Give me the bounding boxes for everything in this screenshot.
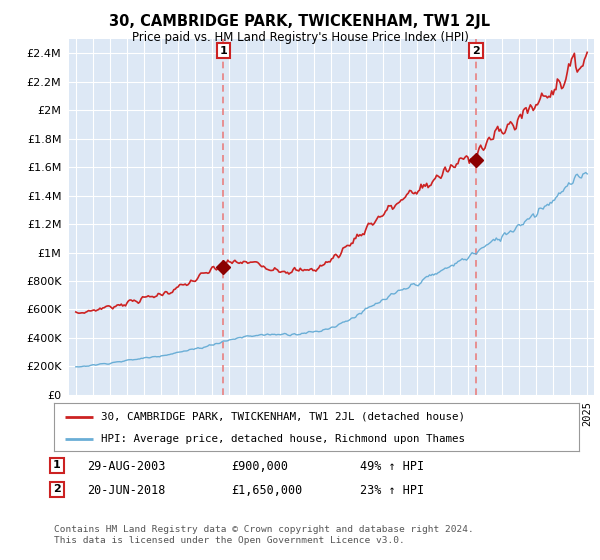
Text: 1: 1	[53, 460, 61, 470]
Text: HPI: Average price, detached house, Richmond upon Thames: HPI: Average price, detached house, Rich…	[101, 434, 465, 444]
Text: 30, CAMBRIDGE PARK, TWICKENHAM, TW1 2JL: 30, CAMBRIDGE PARK, TWICKENHAM, TW1 2JL	[109, 14, 491, 29]
Text: £1,650,000: £1,650,000	[231, 484, 302, 497]
Text: 29-AUG-2003: 29-AUG-2003	[87, 460, 166, 473]
Text: 23% ↑ HPI: 23% ↑ HPI	[360, 484, 424, 497]
Text: Price paid vs. HM Land Registry's House Price Index (HPI): Price paid vs. HM Land Registry's House …	[131, 31, 469, 44]
Text: 49% ↑ HPI: 49% ↑ HPI	[360, 460, 424, 473]
Text: 1: 1	[220, 45, 227, 55]
Text: 2: 2	[53, 484, 61, 494]
Text: 2: 2	[472, 45, 480, 55]
Text: 30, CAMBRIDGE PARK, TWICKENHAM, TW1 2JL (detached house): 30, CAMBRIDGE PARK, TWICKENHAM, TW1 2JL …	[101, 412, 465, 422]
Text: 20-JUN-2018: 20-JUN-2018	[87, 484, 166, 497]
Text: £900,000: £900,000	[231, 460, 288, 473]
Text: Contains HM Land Registry data © Crown copyright and database right 2024.
This d: Contains HM Land Registry data © Crown c…	[54, 525, 474, 545]
